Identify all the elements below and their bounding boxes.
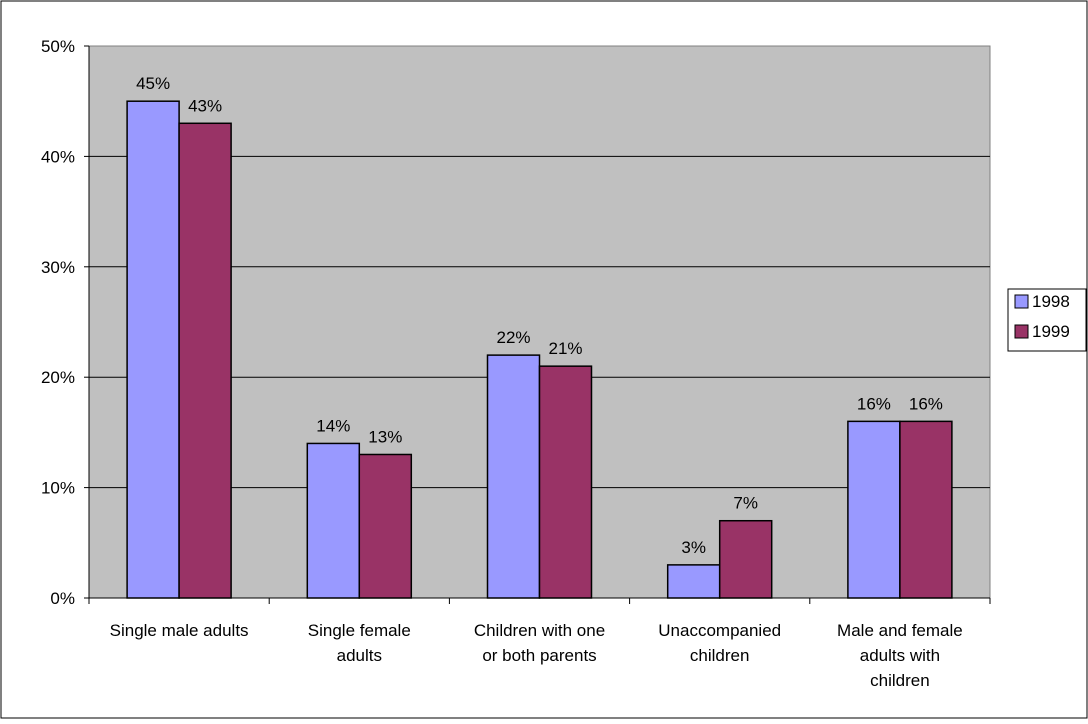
bar-1999-3 (718, 519, 773, 599)
bar-1998-4 (847, 420, 901, 599)
x-category-label-line: Children with one (474, 621, 605, 640)
legend-label: 1999 (1032, 322, 1070, 341)
data-label: 16% (857, 394, 891, 413)
data-label: 13% (368, 427, 402, 446)
bars-group (126, 100, 953, 599)
y-tick-label: 40% (41, 147, 75, 166)
bar-1999-2 (538, 365, 593, 599)
x-category-label-line: or both parents (482, 646, 596, 665)
data-label: 3% (681, 538, 706, 557)
x-category-label-line: Male and female (837, 621, 963, 640)
bar-1999-0 (178, 122, 232, 599)
data-label: 14% (316, 416, 350, 435)
data-label: 43% (188, 96, 222, 115)
data-label: 45% (136, 74, 170, 93)
x-category-label-line: adults with (860, 646, 940, 665)
x-category-label-line: children (690, 646, 750, 665)
y-tick-label: 10% (41, 479, 75, 498)
y-tick-label: 0% (50, 589, 75, 608)
x-category-label-line: Single female (308, 621, 411, 640)
bar-1999-4 (899, 420, 953, 599)
bar-1998-1 (306, 442, 361, 599)
legend-swatch-1998 (1014, 294, 1029, 309)
legend: 1998 1999 (1007, 288, 1087, 352)
x-category-label: Unaccompanied children (658, 621, 781, 665)
x-category-label: Male and female adults with children (837, 621, 963, 690)
x-category-label: Children with one or both parents (474, 621, 605, 665)
y-tick-label: 50% (41, 37, 75, 56)
x-category-label-line: children (870, 671, 930, 690)
x-category-label: Single male adults (110, 621, 249, 640)
legend-label: 1998 (1032, 292, 1070, 311)
bar-1999-1 (358, 453, 413, 599)
y-axis: 0% 10% 20% 30% 40% 50% (41, 37, 90, 608)
data-label: 7% (733, 494, 758, 513)
bar-1998-2 (486, 354, 541, 599)
data-label: 22% (496, 328, 530, 347)
y-tick-label: 20% (41, 368, 75, 387)
bar-1998-3 (666, 564, 721, 599)
legend-swatch-1999 (1014, 324, 1029, 339)
x-category-label-line: Single male adults (110, 621, 249, 640)
data-labels-group: 45% 43% 14% 13% 22% 21% 3% 7% 16% 16% (136, 74, 943, 557)
x-category-label-line: Unaccompanied (658, 621, 781, 640)
y-tick-label: 30% (41, 258, 75, 277)
x-category-label-line: adults (337, 646, 382, 665)
data-label: 16% (909, 394, 943, 413)
data-label: 21% (548, 339, 582, 358)
x-category-label: Single female adults (308, 621, 411, 665)
bar-1998-0 (126, 100, 180, 599)
